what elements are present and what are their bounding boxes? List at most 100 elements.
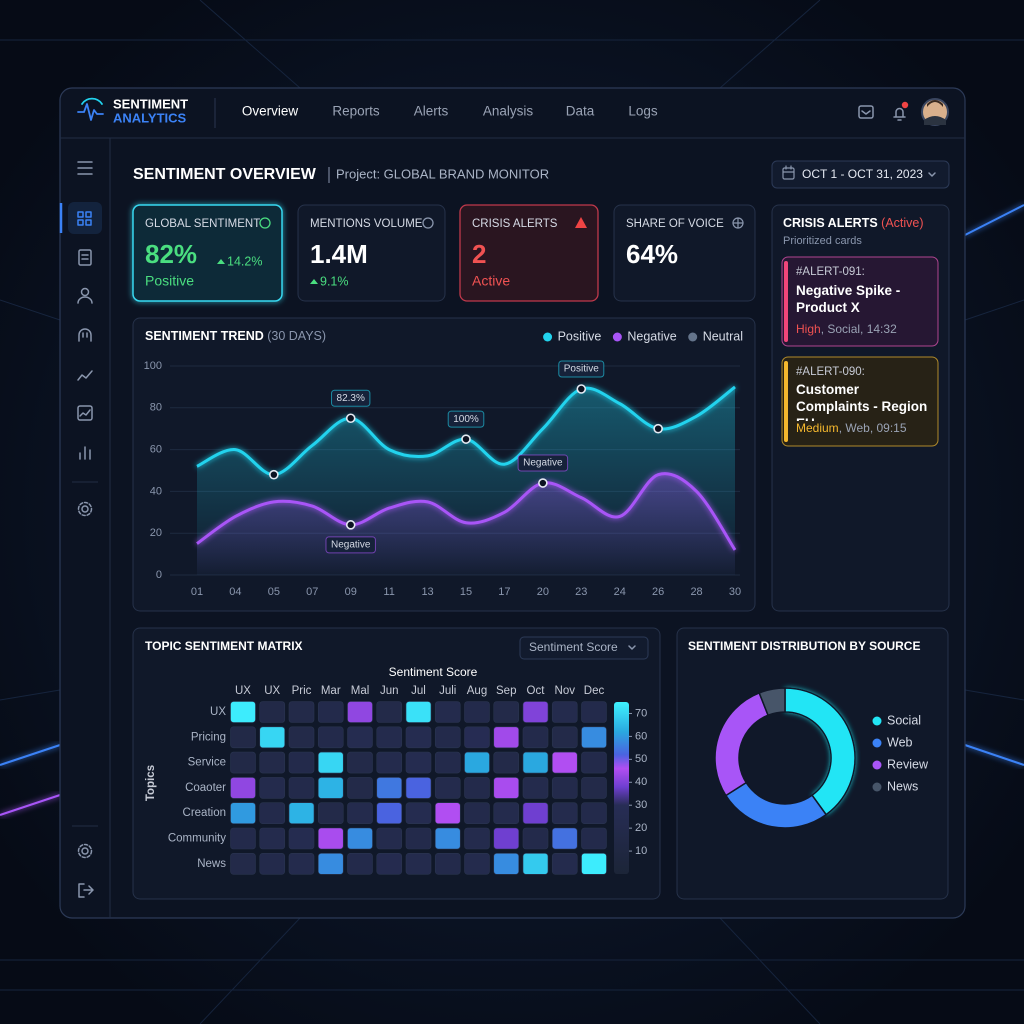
heatmap-cell	[259, 701, 286, 723]
alert-severity: High	[796, 322, 821, 336]
user-avatar[interactable]	[921, 98, 949, 126]
column-label: UX	[264, 685, 280, 697]
legend-label[interactable]: Negative	[627, 329, 676, 343]
alert-card[interactable]: #ALERT-090: Customer Complaints - Region…	[781, 356, 939, 447]
legend-swatch[interactable]	[612, 332, 622, 342]
metric-dropdown[interactable]: Sentiment Score	[519, 636, 649, 660]
x-tick-label: 07	[306, 586, 318, 598]
column-label: Nov	[555, 685, 576, 697]
legend-swatch[interactable]	[872, 782, 882, 792]
trends-icon[interactable]	[77, 370, 93, 381]
heatmap-cell	[493, 777, 520, 799]
annotation: Positive	[564, 364, 599, 375]
insights-icon[interactable]	[78, 328, 92, 342]
logout-icon[interactable]	[78, 883, 94, 898]
alerts-subtitle: Prioritized cards	[783, 235, 862, 247]
heatmap-cell	[288, 852, 315, 875]
messages-icon[interactable]	[858, 105, 874, 119]
kpi-change: 9.1%	[320, 274, 349, 288]
nav-tab[interactable]: Alerts	[414, 104, 449, 119]
brand-logo[interactable]	[77, 97, 104, 121]
kpi-value: 1.4M	[310, 239, 368, 269]
heatmap-cell	[434, 827, 461, 850]
legend-swatch[interactable]	[872, 716, 882, 726]
heatmap-cell	[434, 777, 461, 799]
heatmap-cell	[347, 726, 373, 749]
x-tick-label: 01	[191, 586, 203, 598]
legend-label[interactable]: Web	[887, 735, 913, 749]
y-tick-label: 80	[150, 402, 162, 414]
trend-title: SENTIMENT TREND (30 DAYS)	[145, 329, 326, 343]
date-picker[interactable]: OCT 1 - OCT 31, 2023	[771, 160, 950, 189]
preferences-icon[interactable]	[77, 843, 93, 859]
alert-id: #ALERT-091:	[796, 266, 865, 278]
alert-card[interactable]: #ALERT-091: Negative Spike - Product X H…	[781, 256, 939, 347]
nav-tabs: Overview Reports Alerts Analysis Data Logs	[239, 104, 658, 138]
legend-swatch[interactable]	[872, 760, 882, 770]
donut-panel	[676, 627, 949, 900]
legend-label[interactable]: Positive	[558, 329, 602, 343]
notifications-icon[interactable]	[893, 101, 909, 121]
heatmap-cell	[464, 802, 490, 825]
kpi-icon	[259, 217, 271, 229]
heatmap-cell	[581, 751, 607, 774]
column-label: Oct	[527, 685, 546, 697]
heatmap-cell	[230, 802, 256, 825]
bars-icon[interactable]	[79, 446, 91, 460]
heatmap-cell	[230, 852, 256, 875]
x-tick-label: 26	[652, 586, 664, 598]
heatmap-cell	[288, 827, 315, 850]
legend-label[interactable]: Neutral	[703, 329, 743, 343]
heatmap-cell	[317, 802, 344, 825]
kpi-card[interactable]: SHARE OF VOICE 64%	[613, 204, 756, 302]
alert-title-box: Customer Complaints - Region EU	[796, 382, 928, 421]
point-marker	[461, 434, 471, 444]
legend-label[interactable]: Review	[887, 757, 929, 771]
heatmap-cell	[581, 802, 607, 825]
column-label: Sep	[496, 685, 516, 697]
nav-tab[interactable]: Overview	[242, 104, 299, 119]
legend-swatch[interactable]	[543, 332, 553, 342]
donut-segment[interactable]	[758, 687, 786, 717]
kpi-card[interactable]: CRISIS ALERTS 2 Active	[459, 204, 599, 302]
up-arrow	[310, 279, 318, 284]
menu-icon[interactable]	[77, 161, 93, 175]
nav-tab[interactable]: Reports	[332, 104, 380, 119]
legend-label[interactable]: News	[887, 779, 918, 793]
alert-title-box: Negative Spike - Product X	[796, 283, 900, 315]
analytics-icon[interactable]	[77, 405, 93, 421]
legend-label[interactable]: Social	[887, 713, 921, 727]
annotation-box	[325, 536, 376, 554]
heatmap-title: TOPIC SENTIMENT MATRIX	[145, 639, 303, 653]
reports-icon[interactable]	[78, 249, 92, 266]
settings-icon[interactable]	[77, 501, 93, 517]
alert-title: Customer Complaints - Region EU	[796, 382, 928, 421]
kpi-status: Positive	[145, 273, 194, 289]
annotation-box	[331, 389, 371, 407]
nav-tab[interactable]: Logs	[628, 104, 658, 119]
kpi-card[interactable]: GLOBAL SENTIMENT 82% 14.2% Positive	[132, 204, 283, 302]
heatmap-cell	[551, 827, 578, 850]
nav-tab[interactable]: Analysis	[483, 104, 534, 119]
light-streak	[964, 204, 1024, 236]
trend-subtitle: (30 DAYS)	[267, 329, 326, 343]
dropdown-value: Sentiment Score	[529, 640, 618, 654]
nav-tab[interactable]: Data	[566, 104, 595, 119]
dashboard-icon[interactable]	[77, 211, 92, 226]
colorbar-label: 50	[635, 753, 647, 765]
donut-segment[interactable]	[784, 687, 856, 816]
annotation-box	[517, 454, 569, 472]
kpi-label: MENTIONS VOLUME	[310, 218, 423, 230]
column-label: Juli	[439, 685, 456, 697]
legend-swatch[interactable]	[872, 738, 882, 748]
heatmap-cell	[493, 751, 520, 774]
kpi-card[interactable]: MENTIONS VOLUME 1.4M 9.1%	[297, 204, 446, 302]
users-icon[interactable]	[77, 287, 93, 304]
heatmap-cell	[464, 701, 490, 723]
column-label: Jun	[380, 685, 399, 697]
legend-swatch[interactable]	[688, 332, 698, 342]
annotation-box	[558, 360, 605, 378]
